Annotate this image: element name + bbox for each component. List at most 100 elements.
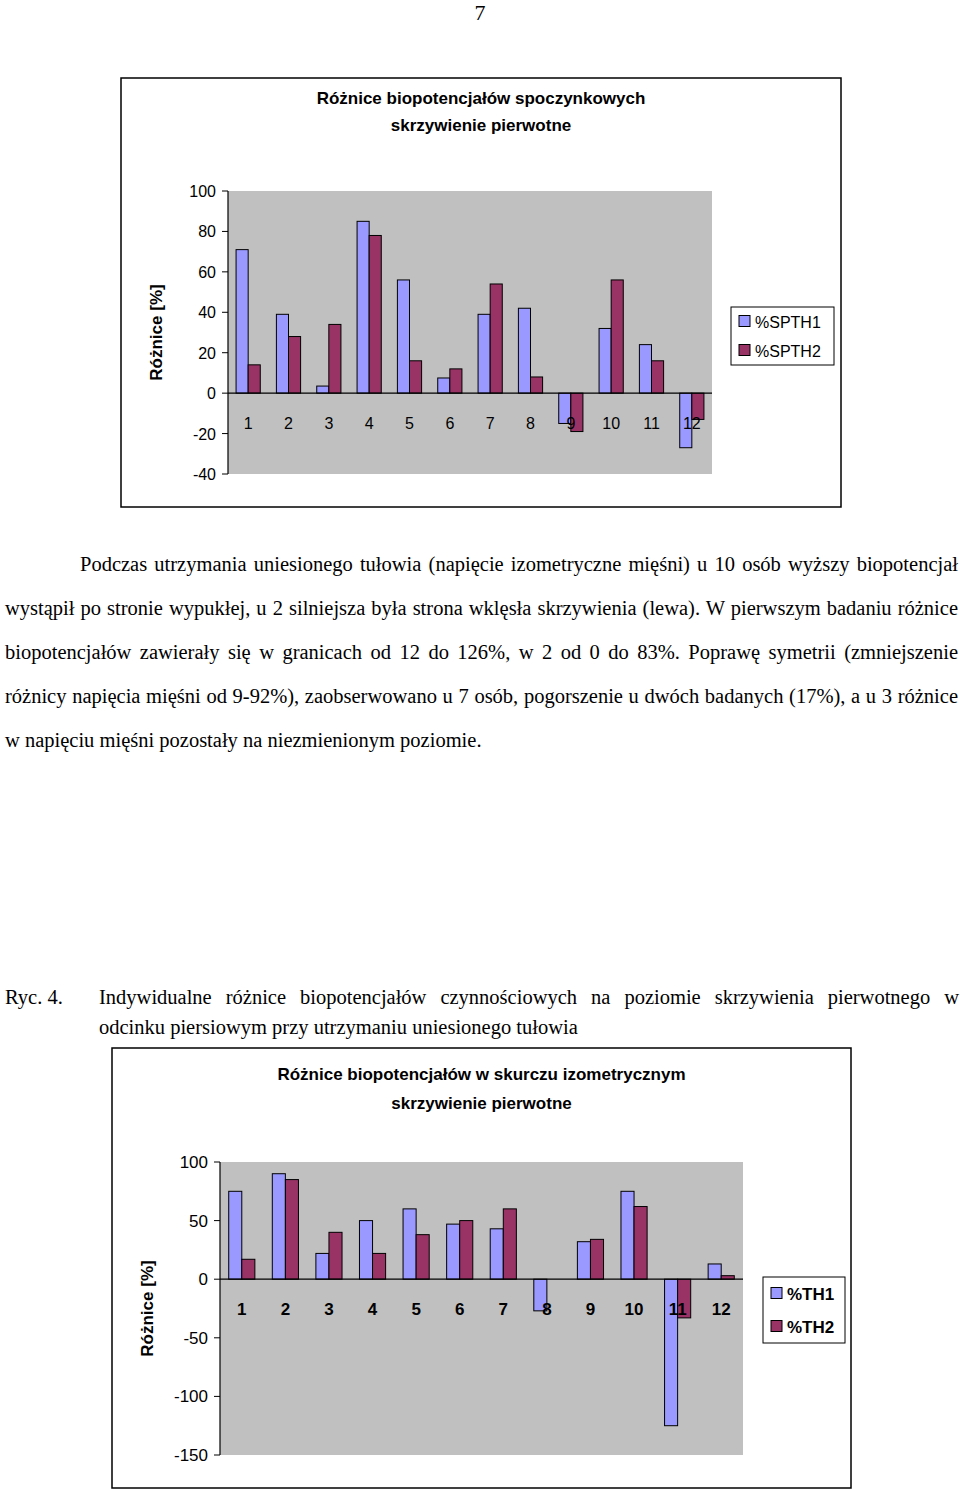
y-tick (214, 1162, 220, 1163)
bar (438, 378, 450, 393)
x-tick-label: 12 (683, 415, 701, 432)
y-tick-label: -50 (183, 1329, 208, 1348)
y-tick-label: 80 (198, 223, 216, 240)
y-tick (222, 433, 228, 434)
page-number: 7 (0, 0, 960, 26)
legend-label: %SPTH1 (755, 314, 821, 331)
bar (397, 280, 409, 393)
x-tick-label: 4 (368, 1300, 378, 1319)
x-axis (228, 393, 712, 394)
bars (229, 1174, 735, 1426)
legend-swatch (739, 316, 750, 327)
x-tick-label: 2 (281, 1300, 290, 1319)
bar (403, 1209, 416, 1279)
bar (357, 221, 369, 393)
bar (329, 1232, 342, 1279)
bar (272, 1174, 285, 1279)
chart: Różnice biopotencjałów spoczynkowychskrz… (121, 78, 841, 507)
x-tick-label: 11 (669, 1300, 687, 1319)
y-axis-label: Różnice [%] (138, 1260, 157, 1356)
legend-label: %TH1 (787, 1285, 834, 1304)
y-axis-label: Różnice [%] (147, 284, 166, 380)
bar (577, 1242, 590, 1280)
bar (316, 1253, 329, 1279)
y-tick (222, 393, 228, 394)
x-tick-label: 9 (566, 415, 575, 432)
y-tick-label: 20 (198, 345, 216, 362)
bar (634, 1207, 647, 1280)
y-tick (222, 312, 228, 313)
x-tick-label: 10 (625, 1300, 644, 1319)
bar (236, 250, 248, 394)
caption-text: Indywidualne różnice biopotencjałów czyn… (99, 982, 959, 1042)
y-tick-label: 0 (207, 385, 216, 402)
caption-label: Ryc. 4. (5, 982, 63, 1012)
bar (285, 1180, 298, 1280)
chart: Różnice biopotencjałów w skurczu izometr… (112, 1048, 851, 1488)
bar (416, 1235, 429, 1280)
chart-subtitle: skrzywienie pierwotne (391, 116, 571, 135)
x-tick-label: 1 (244, 415, 253, 432)
bar (518, 308, 530, 393)
bar (369, 235, 381, 393)
charts: Różnice biopotencjałów spoczynkowychskrz… (0, 0, 960, 1491)
x-tick-label: 4 (365, 415, 374, 432)
bar (590, 1239, 603, 1279)
x-tick-label: 8 (526, 415, 535, 432)
bar (621, 1191, 634, 1279)
y-tick-label: -150 (174, 1446, 208, 1465)
x-tick-label: 6 (445, 415, 454, 432)
body-paragraph: Podczas utrzymania uniesionego tułowia (… (5, 542, 958, 762)
bar (329, 324, 341, 393)
y-tick (222, 474, 228, 475)
bar (410, 361, 422, 393)
y-tick (214, 1279, 220, 1280)
x-tick-label: 8 (542, 1300, 551, 1319)
bar (229, 1191, 242, 1279)
x-tick-label: 12 (712, 1300, 731, 1319)
bar (531, 377, 543, 393)
legend-label: %TH2 (787, 1318, 834, 1337)
bars (236, 221, 704, 447)
x-tick-label: 3 (324, 415, 333, 432)
y-tick (214, 1220, 220, 1221)
bar (359, 1221, 372, 1280)
x-tick-label: 2 (284, 415, 293, 432)
x-tick-label: 9 (586, 1300, 595, 1319)
bar (276, 314, 288, 393)
bar (447, 1224, 460, 1279)
y-tick-label: 50 (189, 1212, 208, 1231)
legend-label: %SPTH2 (755, 343, 821, 360)
bar (373, 1253, 386, 1279)
x-tick-label: 3 (324, 1300, 333, 1319)
legend-swatch (771, 1321, 782, 1332)
chart-frame (112, 1048, 851, 1488)
bar (289, 337, 301, 394)
x-tick-label: 5 (405, 415, 414, 432)
bar (460, 1221, 473, 1280)
y-tick (222, 271, 228, 272)
x-axis (220, 1279, 743, 1280)
legend-box (731, 307, 834, 365)
x-tick-label: 7 (499, 1300, 508, 1319)
y-tick (214, 1337, 220, 1338)
chart-title: Różnice biopotencjałów w skurczu izometr… (277, 1065, 685, 1084)
bar (599, 328, 611, 393)
y-tick (214, 1455, 220, 1456)
bar (708, 1264, 721, 1279)
y-tick (222, 191, 228, 192)
bar (639, 345, 651, 394)
y-tick (222, 352, 228, 353)
plot-area (220, 1162, 743, 1455)
bar (490, 284, 502, 393)
x-tick-label: 1 (237, 1300, 246, 1319)
legend-swatch (739, 345, 750, 356)
legend-box (763, 1277, 845, 1343)
bar (317, 386, 329, 393)
y-tick-label: 100 (180, 1153, 208, 1172)
bar (611, 280, 623, 393)
bar (490, 1229, 503, 1279)
y-tick (214, 1396, 220, 1397)
bar (450, 369, 462, 393)
y-tick-label: 100 (189, 183, 216, 200)
